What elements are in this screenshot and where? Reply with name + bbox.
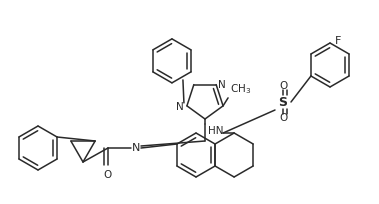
Text: N: N	[218, 80, 226, 90]
Text: HN: HN	[208, 126, 224, 136]
Text: O: O	[279, 113, 287, 123]
Text: S: S	[279, 95, 288, 109]
Text: N: N	[176, 102, 184, 112]
Text: O: O	[104, 170, 112, 180]
Text: CH$_3$: CH$_3$	[230, 82, 251, 96]
Text: F: F	[335, 36, 341, 46]
Text: O: O	[279, 81, 287, 91]
Text: N: N	[132, 143, 140, 153]
